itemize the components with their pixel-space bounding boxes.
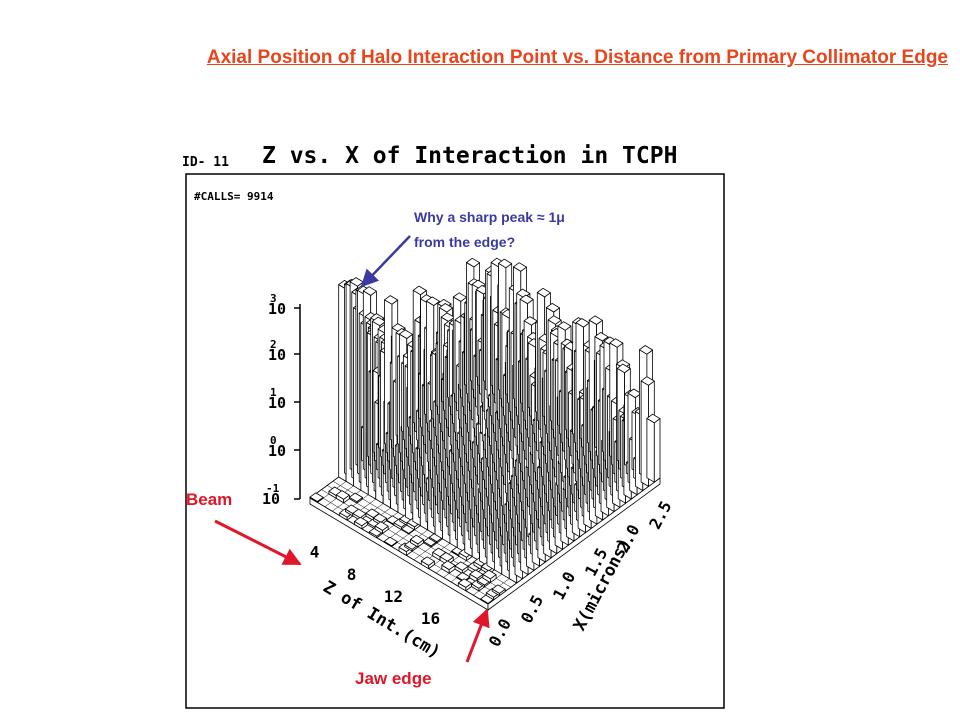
bar-top [348, 492, 364, 503]
bar-top [441, 560, 456, 570]
histogram-bar [420, 556, 435, 570]
bar-top [491, 584, 506, 594]
bar-top [420, 556, 435, 566]
bar-top [482, 569, 497, 580]
z-tick-label: 10 [262, 490, 280, 508]
svg-text:2: 2 [270, 338, 277, 351]
histogram-bar [354, 516, 369, 530]
bar-top [594, 331, 609, 342]
annotation-line-2: from the edge? [414, 234, 515, 250]
z-tick-label: 10 [268, 442, 286, 460]
jaw-edge-arrow [465, 608, 490, 663]
bar-top [354, 516, 369, 527]
bar-top [398, 329, 413, 339]
histogram-bar [441, 560, 456, 574]
z-axis-tick: 12 [384, 587, 403, 606]
vertical-tick-labels: 103 102 101 100 10-1 [262, 292, 286, 508]
bar-top [646, 413, 661, 424]
bar-top [557, 321, 572, 331]
z-axis-tick: 8 [347, 565, 357, 584]
z-tick-label: 10 [268, 394, 286, 412]
bar-top [412, 285, 427, 296]
svg-text:3: 3 [270, 292, 277, 305]
histogram-bar [348, 492, 364, 504]
bar-top [362, 286, 377, 296]
bar-top [439, 552, 454, 562]
z-axis-tick: 16 [421, 609, 440, 628]
svg-text:-1: -1 [266, 482, 280, 495]
bar-top [335, 490, 350, 500]
svg-text:0: 0 [270, 434, 277, 447]
bar-top [384, 295, 399, 305]
peak-arrow [360, 235, 411, 288]
bar-top [466, 257, 481, 268]
chart-title: Z vs. X of Interaction in TCPH [262, 143, 677, 169]
bar-top [547, 315, 562, 325]
histogram-bar [383, 536, 398, 547]
jaw-edge-label: Jaw edge [355, 669, 432, 688]
bar-top [640, 376, 655, 386]
bar-top [536, 287, 551, 298]
histogram-bar [482, 569, 497, 583]
histogram-bar [457, 578, 472, 592]
histogram-bar [335, 490, 350, 504]
calls-count: #CALLS= 9914 [194, 190, 274, 203]
bar-top [616, 363, 631, 374]
z-axis-tick: 4 [310, 543, 320, 562]
bar-top [588, 315, 603, 325]
histogram-bar [309, 492, 324, 503]
z-tick-label: 10 [268, 346, 286, 364]
histogram-bar [400, 524, 415, 535]
bar-top [383, 536, 398, 547]
bar-top [410, 534, 425, 545]
annotation-line-1: Why a sharp peak ≈ 1μ [414, 209, 565, 225]
beam-label: Beam [186, 490, 232, 509]
histogram-bar [646, 413, 661, 483]
z-tick-label: 10 [268, 300, 286, 318]
bar-face-right [653, 418, 661, 483]
histogram-bar [339, 508, 354, 521]
bar-top [309, 492, 324, 502]
histogram-bar [491, 584, 506, 596]
bar-top [374, 521, 389, 531]
slide-title: Axial Position of Halo Interaction Point… [206, 47, 948, 68]
bar-top [498, 258, 513, 269]
bar-top [372, 513, 387, 523]
histogram-bar [410, 534, 425, 548]
histogram-bars [309, 257, 661, 605]
bar-top [457, 578, 472, 588]
histogram-bar [374, 521, 389, 534]
histogram-id: ID- 11 [182, 155, 229, 170]
bar-top [519, 294, 534, 305]
bar-top [425, 296, 440, 306]
bar-top [439, 303, 454, 313]
svg-text:1: 1 [270, 386, 277, 399]
beam-arrow [214, 519, 302, 566]
bar-top [513, 262, 527, 272]
bar-top [546, 302, 560, 313]
vertical-tick-marks [294, 307, 300, 500]
z-axis-tick-labels: 4 8 12 16 [310, 543, 440, 628]
bar-top [609, 338, 624, 348]
bar-top [639, 345, 653, 355]
bar-face-left [646, 417, 655, 483]
